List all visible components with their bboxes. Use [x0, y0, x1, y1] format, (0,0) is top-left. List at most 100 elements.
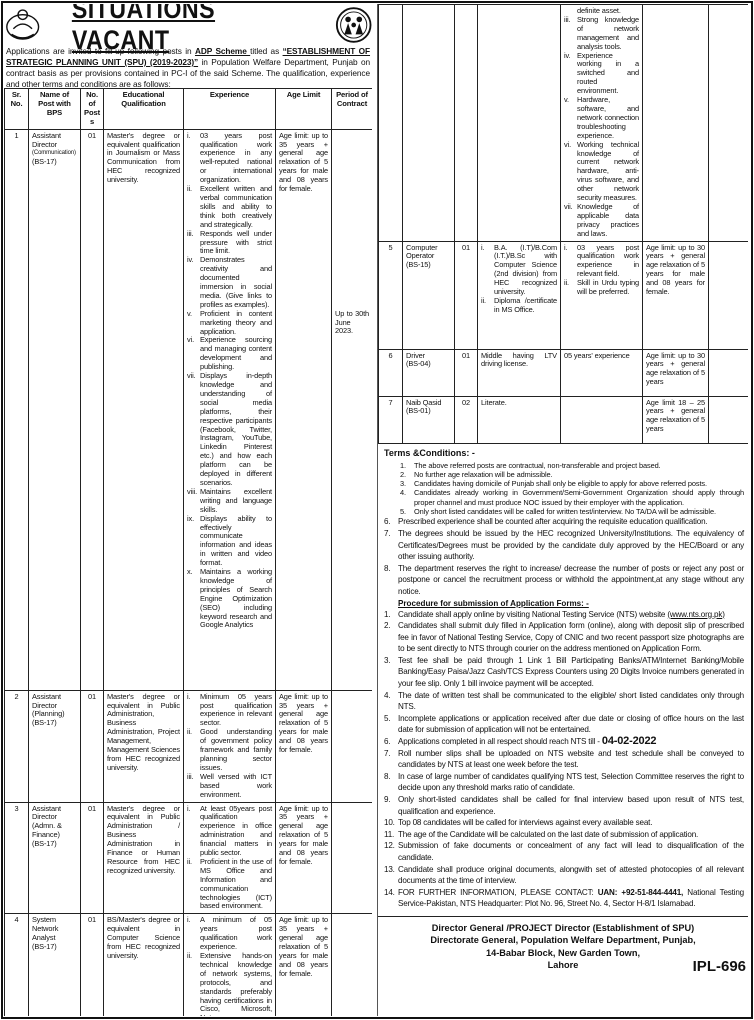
item-number: i. [187, 691, 191, 701]
item-number: 6. [384, 737, 391, 747]
contract-period [708, 4, 748, 242]
item-text: Roll number slips shall be uploaded on N… [398, 748, 744, 771]
item-number: viii. [187, 486, 198, 496]
item-text: Experience sourcing and managing content… [200, 335, 272, 372]
term-item: 2. Candidates shall submit duly filled in… [384, 620, 744, 655]
item-number: v. [564, 95, 569, 105]
post-name: Assistant Director (Admn. & Finance) (BS-… [28, 801, 81, 915]
item-text: The degrees should be issued by the HEC … [398, 528, 744, 563]
item-text: Knowledge of applicable data privacy pra… [577, 201, 639, 238]
item-text: Candidate shall apply online by visiting… [398, 609, 668, 619]
item-text: Displays ability to effectively communic… [200, 513, 272, 568]
item-text: Top 08 candidates will be called for int… [398, 817, 744, 829]
age-limit: Age limit 18 – 25 years + general age re… [642, 395, 709, 444]
item-text: Incomplete applications or application r… [398, 713, 744, 735]
age-limit [642, 4, 709, 242]
item-text: Prescribed experience shall be counted a… [398, 516, 744, 528]
item-text: Responds well under pressure with strict… [200, 228, 272, 256]
item-text: 03 years post qualification work experie… [200, 130, 272, 185]
list-item: ii. Diploma /certificate in MS Office. [481, 296, 557, 315]
item-text: Submission of fake documents or concealm… [398, 840, 744, 863]
item-text: Maintains excellent writing and language… [200, 486, 272, 514]
educational-qualification [477, 4, 561, 242]
post-name: Computer Operator (BS-15) [402, 240, 455, 350]
term-item: 8. In case of large number of candidates … [384, 771, 744, 794]
item-number: iii. [187, 228, 194, 238]
item-text: A minimum of 05 years post qualification… [200, 915, 272, 952]
educational-qualification: Middle having LTV driving license. [477, 348, 561, 397]
table-header-row: Sr. No. Name of Post with BPS No. of Post … [4, 88, 372, 130]
contract-period [708, 348, 748, 397]
contract-period [331, 689, 372, 803]
serial-number [378, 4, 403, 242]
item-text: Diploma /certificate in MS Office. [494, 296, 557, 314]
item-text: Only short-listed candidates shall be ca… [398, 795, 744, 816]
item-text: Top 08 candidates will be called for int… [398, 818, 653, 828]
nts-website-link[interactable]: (www.nts.org.pk) [667, 609, 725, 619]
contract-period: Up to 30th June 2023. [331, 128, 372, 691]
post-department: (Communication) [32, 150, 76, 157]
posts-table: Sr. No. Name of Post with BPS No. of Post … [4, 88, 372, 1016]
term-item: 10. Top 08 candidates will be called for … [384, 817, 744, 829]
term-item: 8. The department reserves the right to i… [384, 563, 744, 598]
column-header: Name of Post with BPS [28, 88, 81, 130]
list-item: iii. Responds well under pressure with st… [187, 228, 272, 257]
list-item: x. Maintains a working knowledge of princ… [187, 567, 272, 630]
serial-number: 6 [378, 348, 403, 397]
item-text: Skill in Urdu typing will be preferred. [577, 278, 639, 297]
post-name: Assistant Director (Planning) (BS-17) [28, 689, 81, 803]
terms-main-list: 6. Prescribed experience shall be counted… [384, 516, 744, 597]
serial-number: 3 [4, 801, 29, 915]
list-item: iv. Demonstrates creativity and documente… [187, 255, 272, 309]
item-text: Candidates shall submit duly filled in A… [398, 620, 744, 655]
post-title: Assistant Director [32, 130, 61, 149]
item-text: Hardware, software, and network connecti… [577, 95, 639, 140]
item-number: iii. [564, 14, 571, 24]
post-name: System Network Analyst (BS-17) [28, 913, 81, 1016]
item-number: ii. [187, 727, 192, 737]
item-number: 1. [400, 460, 406, 470]
post-title: System Network Analyst [32, 915, 59, 943]
age-limit: Age limit: up to 30 years + general age … [642, 240, 709, 350]
item-text: Well versed with ICT based work environm… [200, 771, 272, 799]
item-text: Candidates shall submit duly filled in A… [398, 621, 744, 654]
term-item: 1. The above referred posts are contractu… [400, 461, 744, 470]
list-item: vi. Experience sourcing and managing cont… [187, 336, 272, 372]
contract-period [708, 395, 748, 444]
term-item: 4. The date of written test shall be comm… [384, 690, 744, 713]
item-number: i. [564, 242, 568, 252]
item-text: The date of written test shall be commun… [398, 690, 744, 713]
post-bps: (BS-17) [32, 839, 57, 849]
item-number: 7. [384, 748, 391, 758]
item-text: In case of large number of candidates qu… [398, 771, 744, 794]
post-title: Assistant Director (Admn. & Finance) [32, 803, 62, 840]
list-item: ii. Excellent written and verbal communic… [187, 184, 272, 230]
item-text: Displays in-depth knowledge and understa… [200, 371, 272, 487]
term-item: 11. The age of the Candidate will be calc… [384, 829, 744, 841]
educational-qualification: Literate. [477, 395, 561, 444]
item-text: In case of large number of candidates qu… [398, 771, 744, 793]
item-number: ii. [187, 951, 192, 960]
serial-number: 1 [4, 128, 29, 691]
footer-line: Lahore [547, 960, 579, 971]
procedure-list: 1. Candidate shall apply online by visiti… [384, 609, 744, 910]
list-item: ix. Displays ability to effectively commu… [187, 513, 272, 568]
post-bps: (BS-01) [406, 406, 431, 416]
term-item: 5. Only short listed candidates will be c… [400, 507, 744, 516]
item-number: iv. [564, 50, 571, 60]
item-number: x. [187, 567, 193, 577]
post-bps: (BS-17) [32, 157, 57, 167]
list-item: iii. Well versed with ICT based work envi… [187, 771, 272, 800]
list-item: definite asset. [564, 6, 639, 16]
item-text: Candidates having domicile of Punjab sha… [414, 479, 707, 489]
item-number: i. [187, 130, 191, 140]
item-text: Candidate shall produce original documen… [398, 864, 744, 887]
item-number: 5. [384, 713, 391, 723]
item-text: Candidates already working in Government… [414, 488, 744, 507]
population-welfare-logo-icon [335, 7, 372, 43]
age-limit: Age limit: up to 35 years + general age … [275, 801, 332, 915]
item-number: 4. [384, 690, 391, 700]
column-header: No. of Post s [80, 88, 104, 130]
item-text: Applications completed in all respect sh… [398, 735, 744, 748]
ad-code: IPL-696 [692, 958, 746, 976]
